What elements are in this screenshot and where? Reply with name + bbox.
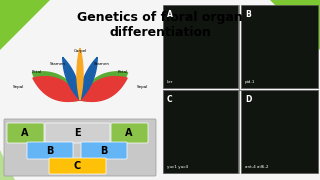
Text: B: B <box>100 146 108 156</box>
Text: C: C <box>167 95 172 104</box>
Text: Sepal: Sepal <box>136 85 148 89</box>
Polygon shape <box>63 57 80 100</box>
Polygon shape <box>77 48 83 100</box>
FancyBboxPatch shape <box>81 142 127 159</box>
Text: C: C <box>73 161 81 171</box>
Text: Sepal: Sepal <box>12 85 24 89</box>
Text: Stamen: Stamen <box>50 62 66 66</box>
Text: A: A <box>21 128 29 138</box>
Text: Stamen: Stamen <box>94 62 110 66</box>
Text: differentiation: differentiation <box>109 26 211 39</box>
Polygon shape <box>80 77 127 101</box>
Text: E: E <box>74 128 80 138</box>
Polygon shape <box>80 72 128 101</box>
FancyBboxPatch shape <box>45 123 110 143</box>
FancyBboxPatch shape <box>241 90 318 173</box>
Text: ant-4 ail6-2: ant-4 ail6-2 <box>245 165 268 169</box>
FancyBboxPatch shape <box>27 142 73 159</box>
Text: A: A <box>125 128 133 138</box>
Text: Ler: Ler <box>167 80 173 84</box>
Text: A: A <box>167 10 173 19</box>
Polygon shape <box>33 77 80 101</box>
Text: pid-1: pid-1 <box>245 80 255 84</box>
Text: Petal: Petal <box>118 70 128 74</box>
FancyBboxPatch shape <box>111 123 148 143</box>
FancyBboxPatch shape <box>163 90 238 173</box>
Polygon shape <box>0 150 15 180</box>
FancyBboxPatch shape <box>7 123 44 143</box>
Text: Petal: Petal <box>32 70 42 74</box>
Polygon shape <box>80 57 97 100</box>
Polygon shape <box>270 0 320 50</box>
Text: B: B <box>46 146 54 156</box>
Polygon shape <box>32 72 80 101</box>
Text: Genetics of floral organ: Genetics of floral organ <box>77 12 243 24</box>
FancyBboxPatch shape <box>163 5 238 88</box>
Text: D: D <box>245 95 252 104</box>
FancyBboxPatch shape <box>49 158 106 174</box>
Text: Carpel: Carpel <box>73 49 87 53</box>
FancyBboxPatch shape <box>4 119 156 176</box>
FancyBboxPatch shape <box>241 5 318 88</box>
Text: yuc1 yuc4: yuc1 yuc4 <box>167 165 188 169</box>
Text: B: B <box>245 10 251 19</box>
Polygon shape <box>0 0 50 50</box>
